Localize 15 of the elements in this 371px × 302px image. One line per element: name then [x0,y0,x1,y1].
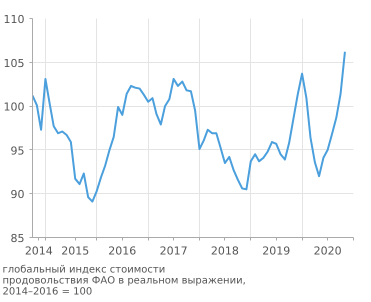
x-tick-label: 2016 [108,244,136,258]
x-tick-label: 2019 [262,244,290,258]
x-tick-label: 2020 [314,244,342,258]
y-tick-label: 110 [4,13,25,26]
text: глобальный индекс стоимости продовольствия ФАО в реальном выражении, 2014–2016 = 100 [2,264,246,298]
y-tick-label: 90 [10,188,25,202]
line-series [32,50,346,203]
y-tick-label: 105 [4,56,25,70]
x-tick-label: 2015 [61,244,90,258]
x-tick-label: 2014 [24,244,53,258]
y-tick-label: 100 [4,100,25,114]
x-tick-label: 2018 [210,244,239,258]
y-tick-label: 85 [10,232,25,245]
y-tick-label: 95 [10,144,25,158]
x-tick-label: 2017 [160,244,188,258]
